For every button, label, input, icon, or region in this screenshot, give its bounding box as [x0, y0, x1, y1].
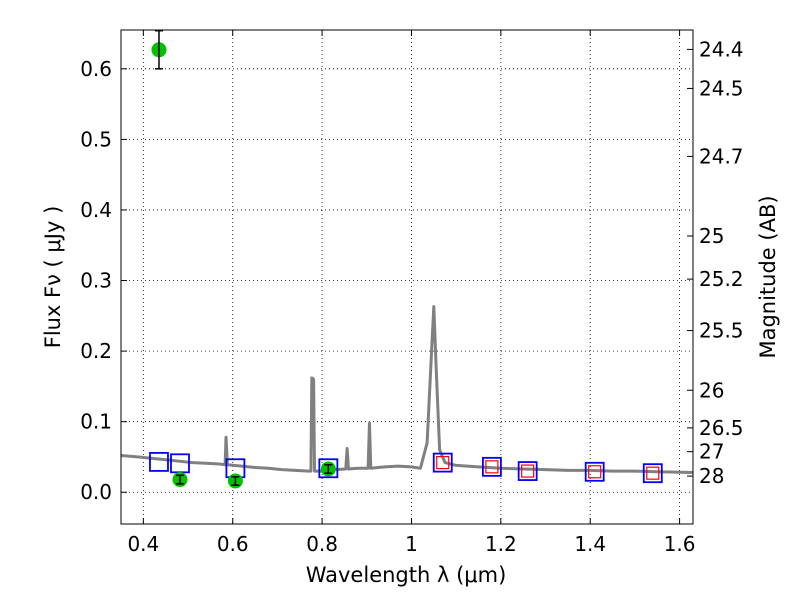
right-tick-label: 25 — [699, 224, 724, 248]
model-photometry-square — [432, 452, 453, 473]
right-tick-label: 24.4 — [699, 37, 744, 61]
x-axis-label: Wavelength λ (μm) — [306, 563, 507, 587]
sed-model-line — [121, 305, 693, 474]
x-tick-label: 1.6 — [664, 532, 696, 556]
model-photometry-square — [482, 456, 502, 477]
x-tick-label: 1.4 — [574, 532, 606, 556]
right-tick-label: 28 — [699, 464, 724, 488]
model-photometry-square — [517, 461, 538, 481]
right-tick-label: 26 — [699, 378, 724, 402]
model-photometry-square — [642, 463, 663, 484]
series-group — [121, 30, 693, 489]
model-photometry-square — [149, 451, 169, 472]
x-tick-label: 1.2 — [485, 532, 517, 556]
right-tick-label: 25.5 — [699, 319, 744, 343]
right-tick-label: 26.5 — [699, 416, 744, 440]
y-tick-label: 0.0 — [80, 480, 112, 504]
right-axis-label: Magnitude (AB) — [756, 195, 780, 358]
x-tick-label: 0.6 — [217, 532, 249, 556]
y-tick-label: 0.4 — [80, 198, 112, 222]
y-tick-label: 0.5 — [80, 127, 112, 151]
y-tick-label: 0.3 — [80, 269, 112, 293]
y-tick-label: 0.1 — [80, 410, 112, 434]
model-photometry-square — [584, 461, 605, 482]
x-tick-label: 1 — [405, 532, 418, 556]
y-tick-label: 0.6 — [80, 57, 112, 81]
right-tick-label: 25.2 — [699, 267, 744, 291]
x-tick-label: 0.8 — [306, 532, 338, 556]
x-tick-label: 0.4 — [127, 532, 159, 556]
y-axis-label: Flux Fν ( μJy ) — [41, 206, 65, 349]
right-tick-label: 27 — [699, 440, 724, 464]
model-photometry-square — [318, 458, 339, 479]
plot-frame — [120, 29, 694, 525]
model-photometry-square-small — [485, 460, 499, 474]
model-photometry-square-small — [646, 466, 660, 480]
y-tick-label: 0.2 — [80, 339, 112, 363]
grid-lines — [121, 30, 693, 524]
axis-ticks: 0.4 0.6 0.8 1 1.2 1.4 1.6 0.0 0.1 0.2 0.3 0.4 0.5 0.6… — [80, 30, 744, 556]
model-photometry-square-small — [436, 456, 450, 470]
right-tick-label: 24.7 — [699, 144, 744, 168]
model-photometry-square-small — [588, 465, 602, 479]
right-tick-label: 24.5 — [699, 76, 744, 100]
plot-area — [121, 30, 693, 489]
model-photometry-square-small — [521, 464, 535, 478]
